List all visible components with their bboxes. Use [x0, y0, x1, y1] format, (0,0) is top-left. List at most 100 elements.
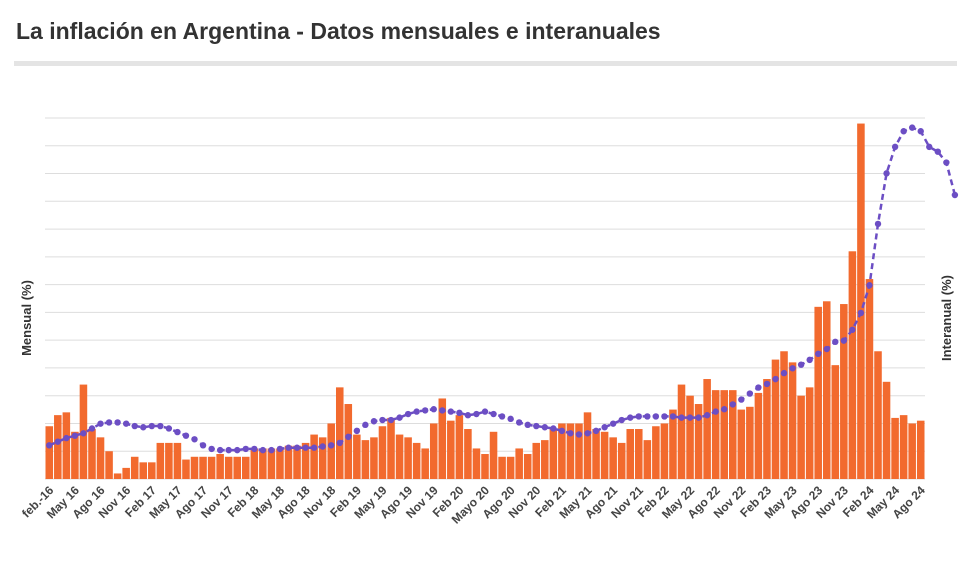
bar [438, 398, 447, 479]
line-point [328, 442, 335, 449]
bar [464, 429, 472, 479]
bar [276, 448, 284, 479]
line-point [558, 427, 566, 435]
line-point [592, 427, 600, 435]
bar [105, 451, 113, 479]
bar [609, 437, 617, 479]
bar [190, 456, 199, 479]
bar [130, 456, 139, 479]
bar [327, 423, 335, 479]
line-point [319, 443, 326, 450]
line-point [832, 338, 839, 346]
bar [506, 456, 515, 479]
bar [182, 459, 190, 479]
line-point [80, 430, 87, 437]
bar [652, 426, 660, 479]
line-point [447, 408, 455, 415]
line-point [413, 408, 420, 415]
line-point [63, 434, 70, 442]
line-point [157, 422, 164, 430]
bar [754, 392, 763, 479]
line-series-markers [46, 124, 959, 454]
line-point [251, 445, 258, 453]
bar [566, 423, 575, 479]
bar [737, 409, 746, 479]
line-point [234, 446, 241, 454]
line-point [746, 390, 754, 397]
bar [395, 434, 404, 479]
bar [805, 387, 814, 479]
line-point [191, 436, 198, 443]
bar [780, 351, 788, 479]
bar [267, 448, 276, 479]
line-point [703, 412, 711, 419]
line-point [182, 432, 190, 439]
bar [250, 448, 259, 479]
bar [335, 387, 344, 479]
line-point [618, 416, 625, 424]
line-point [481, 408, 489, 415]
bar [677, 384, 686, 479]
line-point [678, 414, 685, 421]
bar [429, 423, 438, 479]
bar [71, 431, 79, 479]
bar [746, 406, 754, 479]
line-point [225, 446, 232, 454]
bar [797, 395, 805, 479]
line-point [567, 430, 574, 437]
line-point [353, 427, 361, 435]
line-point [148, 422, 155, 430]
bar [882, 381, 891, 479]
bar [353, 434, 361, 479]
line-point [806, 356, 813, 364]
bar [284, 445, 293, 479]
line-point [122, 420, 130, 427]
line-point [686, 414, 694, 421]
bar [139, 462, 148, 479]
bar [600, 431, 609, 479]
bar [857, 123, 865, 480]
y-axis-title-left: Mensual (%) [19, 280, 34, 356]
line-point [584, 430, 591, 437]
line-point [926, 143, 933, 151]
line-point [379, 416, 386, 424]
bar [763, 379, 771, 479]
line-point [293, 444, 301, 451]
line-point [857, 309, 865, 317]
line-point [738, 396, 745, 403]
line-point [131, 422, 138, 430]
line-point [721, 406, 728, 413]
line-point [780, 369, 788, 377]
line-point [900, 128, 907, 135]
bar [62, 412, 71, 479]
line-point [268, 446, 275, 454]
line-point [345, 433, 352, 441]
line-point [609, 420, 617, 427]
line-point [404, 410, 412, 418]
line-point [421, 407, 429, 414]
line-point [302, 444, 309, 451]
line-point [464, 412, 472, 419]
line-point [46, 442, 53, 449]
line-point [772, 375, 779, 383]
line-point [456, 409, 463, 417]
bar [908, 423, 916, 479]
bar [96, 437, 105, 479]
line-point [105, 419, 113, 426]
bar [421, 448, 429, 479]
line-point [541, 424, 549, 431]
line-point [387, 416, 395, 424]
line-point [823, 345, 830, 353]
bar [310, 434, 318, 479]
bar [455, 415, 464, 479]
bar [814, 306, 822, 479]
bar [378, 426, 387, 479]
line-point [216, 446, 224, 454]
bar [711, 390, 720, 479]
line-point [934, 148, 942, 155]
bar [156, 442, 165, 479]
title-divider [14, 61, 957, 66]
line-point [849, 326, 856, 333]
bar [532, 442, 541, 479]
